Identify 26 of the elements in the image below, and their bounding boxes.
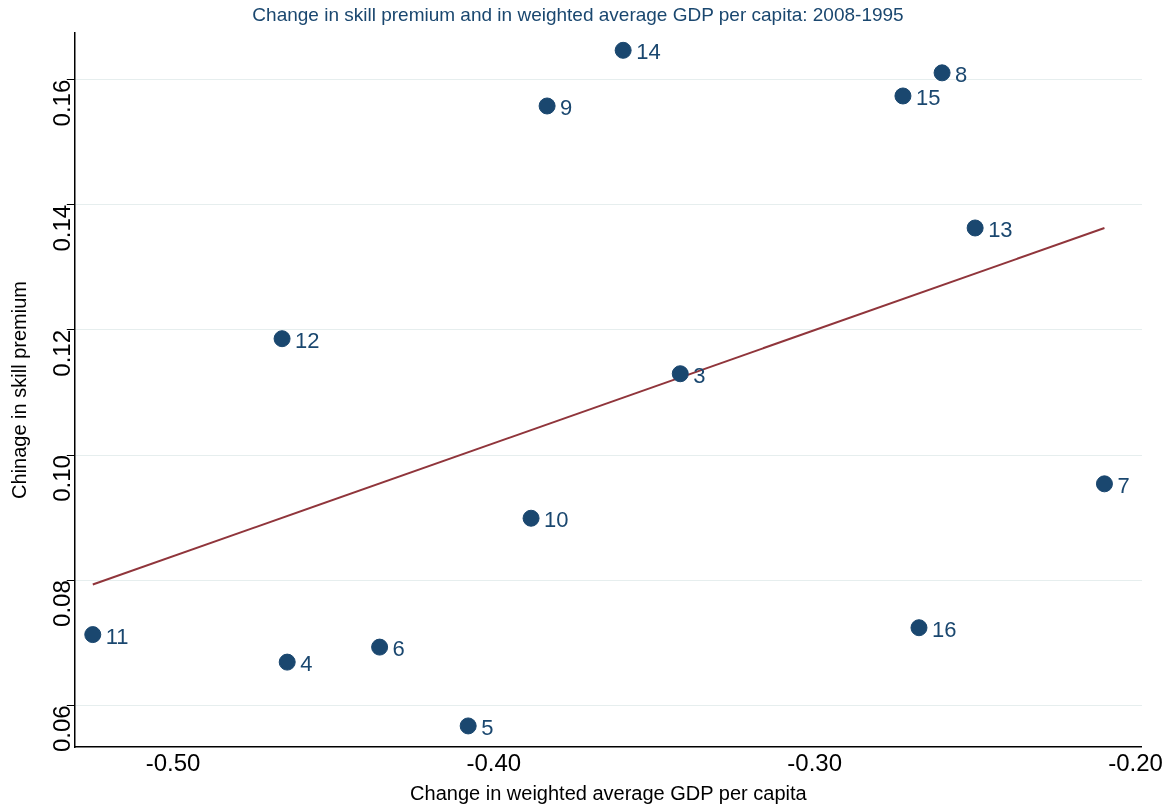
y-tick-label: 0.14 bbox=[48, 204, 76, 252]
y-tick-label: 0.12 bbox=[48, 329, 76, 377]
annotation: 13 bbox=[988, 217, 1013, 243]
x-tick-label: -0.30 bbox=[787, 749, 843, 777]
y-axis-title: Chinage in skill premium bbox=[7, 281, 30, 499]
annotation: 14 bbox=[636, 39, 661, 65]
annotation: 8 bbox=[955, 61, 968, 87]
annotation: 4 bbox=[300, 651, 313, 677]
annotation: 15 bbox=[915, 85, 941, 111]
annotation: 11 bbox=[105, 623, 129, 649]
y-tick-label: 0.06 bbox=[48, 705, 76, 753]
annotation: 9 bbox=[560, 95, 573, 121]
annotation: 7 bbox=[1117, 472, 1130, 498]
annotation: 10 bbox=[544, 507, 569, 533]
chart-title: Change in skill premium and in weighted average GDP per capita: 2008-1995 bbox=[252, 3, 904, 25]
annotation: 5 bbox=[481, 714, 494, 740]
annotation: 16 bbox=[931, 616, 957, 642]
y-tick-label: 0.08 bbox=[48, 580, 76, 627]
y-tick-label: 0.10 bbox=[48, 455, 76, 502]
y-tick-label: 0.16 bbox=[48, 79, 76, 127]
annotation: 12 bbox=[295, 327, 320, 353]
x-axis-title: Change in weighted average GDP per capita bbox=[410, 781, 808, 804]
annotation: 6 bbox=[392, 636, 405, 662]
x-tick-label: -0.20 bbox=[1108, 749, 1163, 777]
x-tick-label: -0.50 bbox=[145, 749, 201, 777]
x-tick-label: -0.40 bbox=[466, 749, 522, 777]
